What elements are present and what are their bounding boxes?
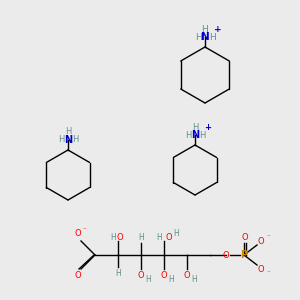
Text: H: H — [185, 130, 191, 140]
Text: +: + — [214, 26, 222, 34]
Text: H: H — [173, 229, 179, 238]
Text: O: O — [258, 265, 264, 274]
Text: ⁻: ⁻ — [82, 227, 86, 233]
Text: H: H — [208, 32, 215, 41]
Text: H: H — [115, 268, 121, 278]
Text: O: O — [75, 271, 81, 280]
Text: H: H — [156, 232, 162, 242]
Text: H: H — [191, 275, 197, 284]
Text: H: H — [58, 136, 64, 145]
Text: H: H — [202, 25, 208, 34]
Text: H: H — [145, 275, 151, 284]
Text: H: H — [65, 128, 71, 136]
Text: N: N — [191, 130, 199, 140]
Text: O: O — [138, 271, 144, 280]
Text: O: O — [161, 271, 167, 280]
Text: N: N — [201, 32, 209, 42]
Text: H: H — [138, 232, 144, 242]
Text: O: O — [117, 232, 123, 242]
Text: ⁻: ⁻ — [266, 270, 270, 276]
Text: O: O — [223, 250, 229, 260]
Text: H: H — [168, 275, 174, 284]
Text: O: O — [75, 230, 81, 238]
Text: O: O — [258, 236, 264, 245]
Text: ⁻: ⁻ — [266, 234, 270, 240]
Text: H: H — [110, 232, 116, 242]
Text: P: P — [240, 250, 247, 260]
Text: H: H — [199, 130, 205, 140]
Text: N: N — [64, 135, 72, 145]
Text: H: H — [72, 136, 78, 145]
Text: O: O — [166, 232, 172, 242]
Text: H: H — [195, 32, 201, 41]
Text: +: + — [205, 124, 212, 133]
Text: O: O — [184, 271, 190, 280]
Text: H: H — [192, 122, 198, 131]
Text: O: O — [242, 233, 248, 242]
